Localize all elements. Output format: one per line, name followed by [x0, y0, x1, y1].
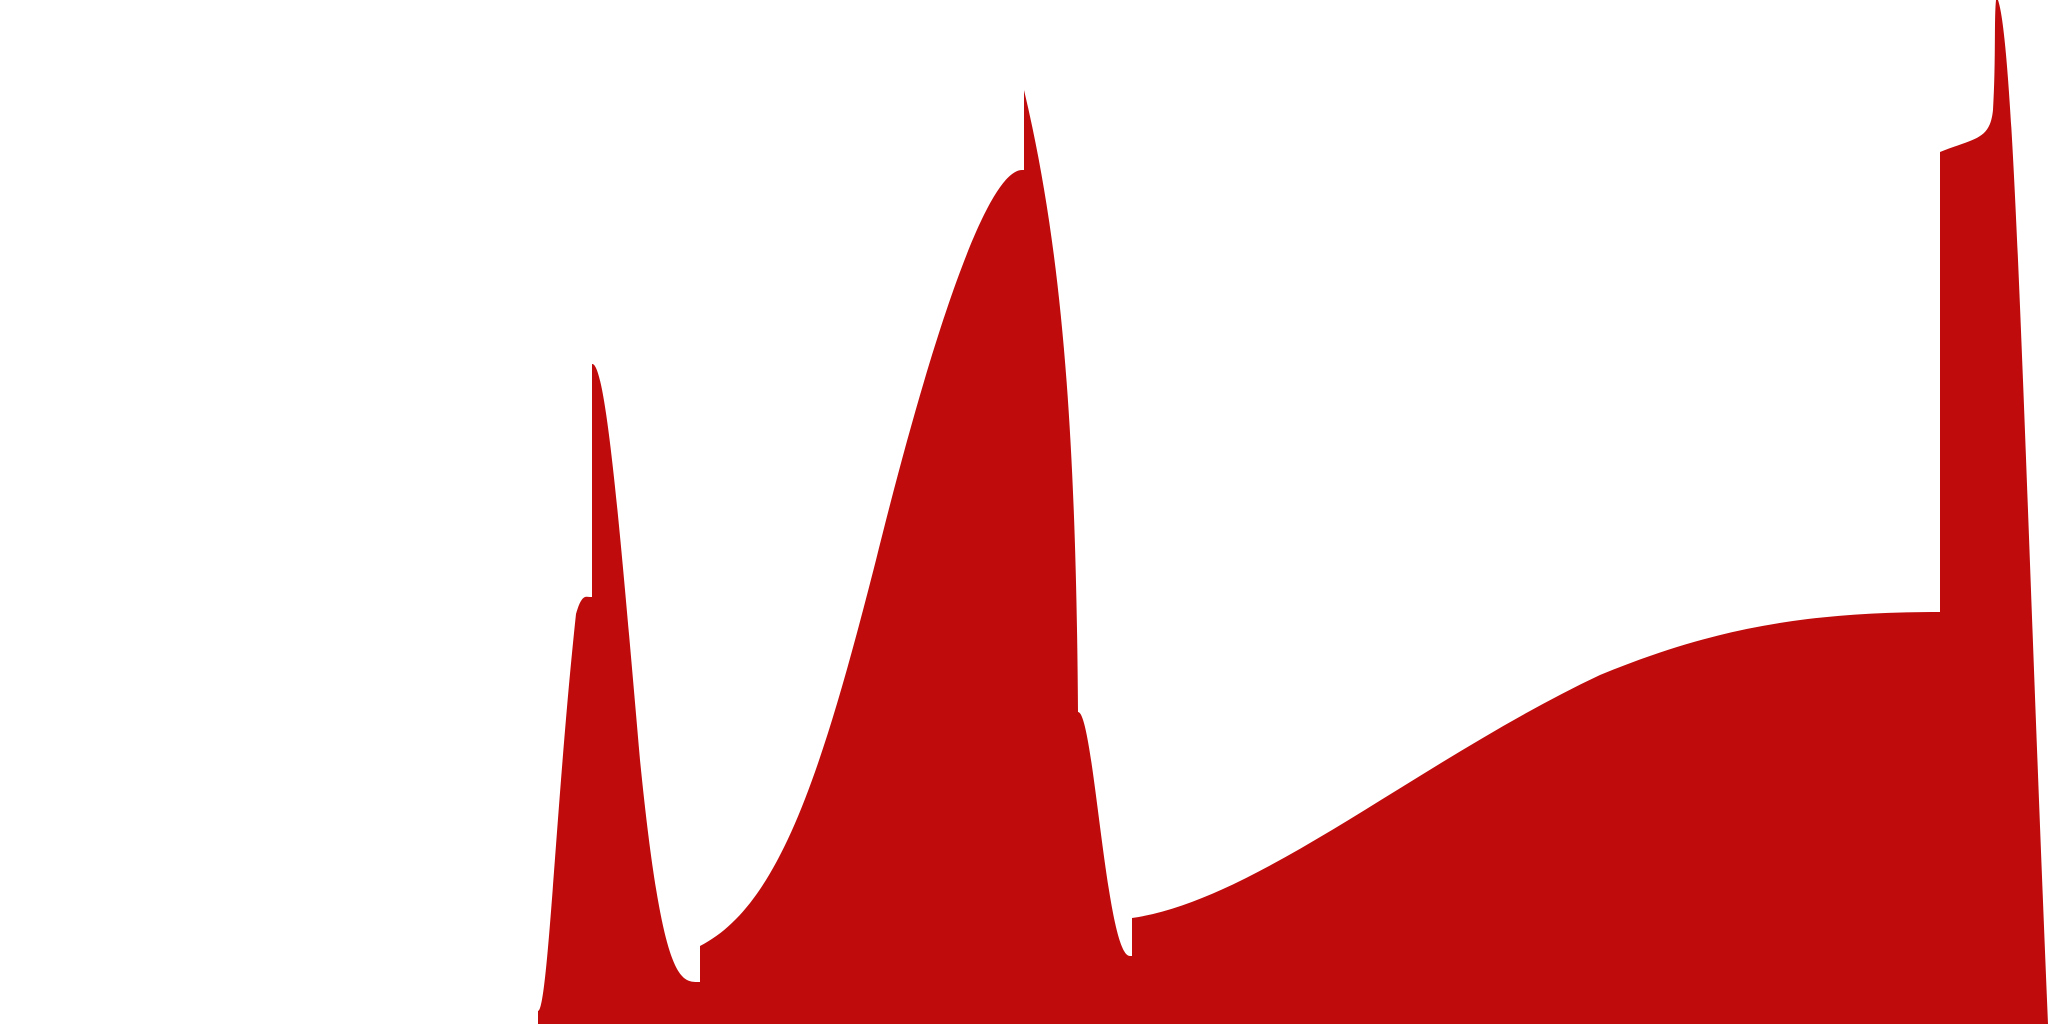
- red-area-silhouette: [538, 0, 2048, 1024]
